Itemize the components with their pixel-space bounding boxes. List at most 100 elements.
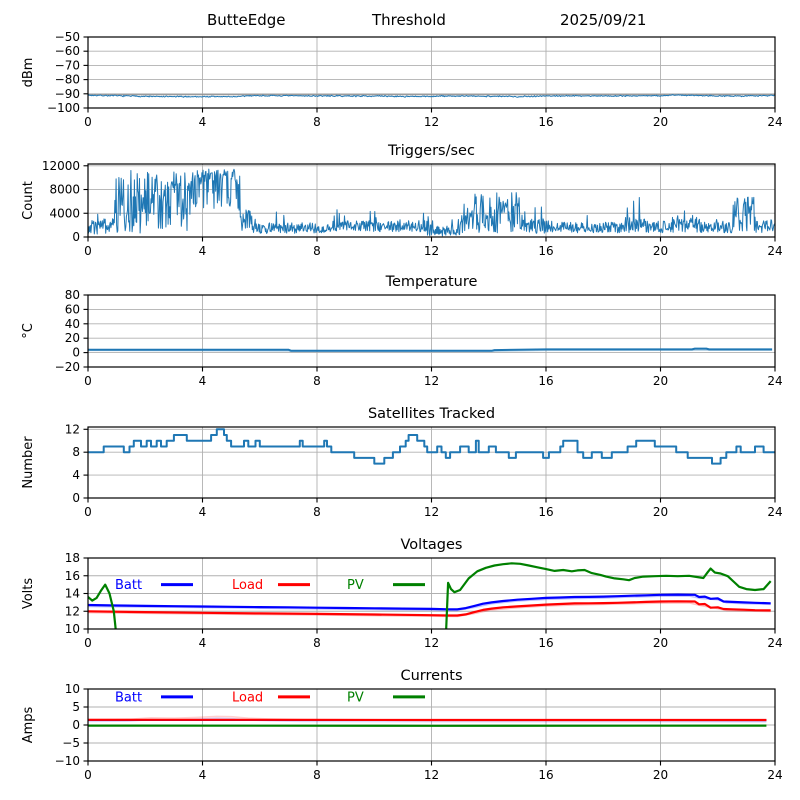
legend-label-pv: PV — [347, 690, 364, 705]
svg-text:12: 12 — [65, 422, 80, 436]
series-trigger-rate — [88, 168, 775, 237]
svg-text:16: 16 — [65, 569, 80, 583]
svg-text:0: 0 — [72, 491, 80, 505]
ylabel-voltages: Volts — [21, 578, 36, 610]
svg-text:20: 20 — [653, 768, 668, 782]
chart-title-temperature: Temperature — [385, 274, 478, 290]
chart-currents: 0 4 8 12 16 20 24 −10 −5 0 5 10 Amps Currents Batt Load… — [21, 668, 783, 782]
svg-text:−100: −100 — [47, 101, 80, 115]
svg-text:4: 4 — [199, 115, 207, 129]
threshold-label: Threshold — [372, 11, 446, 29]
station-name: ButteEdge — [207, 11, 286, 29]
svg-text:24: 24 — [767, 636, 782, 650]
svg-text:14: 14 — [65, 587, 80, 601]
svg-text:−5: −5 — [62, 736, 80, 750]
svg-text:12: 12 — [424, 115, 439, 129]
svg-text:−20: −20 — [55, 360, 80, 374]
series-pv-volts — [88, 562, 772, 629]
chart-rf-level: 0 4 8 12 16 20 24 −100−90−80−70−60−50 dBm — [21, 30, 783, 129]
series-group — [88, 94, 775, 98]
svg-text:16: 16 — [538, 115, 553, 129]
svg-text:16: 16 — [538, 636, 553, 650]
chart-title-triggers: Triggers/sec — [387, 143, 475, 159]
svg-text:20: 20 — [653, 115, 668, 129]
tick-labels: 0 4 8 12 16 20 24 −10 −5 0 5 10 — [55, 682, 783, 782]
svg-text:16: 16 — [538, 768, 553, 782]
tick-labels: 0 4 8 12 16 20 24 10 12 14 16 18 — [65, 551, 783, 650]
series-group — [88, 562, 772, 629]
series-batt-volts-prev — [88, 595, 771, 612]
legend-label-pv: PV — [347, 578, 364, 593]
svg-text:8: 8 — [313, 244, 321, 258]
svg-text:−50: −50 — [55, 30, 80, 44]
svg-text:−90: −90 — [55, 87, 80, 101]
ylabel-temperature: °C — [21, 323, 36, 339]
series-group — [88, 347, 773, 353]
gridlines — [88, 295, 775, 367]
series-sats-tracked — [88, 428, 775, 465]
svg-text:−10: −10 — [55, 754, 80, 768]
svg-text:40: 40 — [65, 317, 80, 331]
svg-text:24: 24 — [767, 115, 782, 129]
series-batt-volts — [88, 593, 771, 611]
svg-text:0: 0 — [84, 244, 92, 258]
chart-triggers: 0 4 8 12 16 20 24 0 4000 8000 12000 Count Triggers/s… — [21, 143, 783, 258]
svg-text:24: 24 — [767, 505, 782, 519]
legend-voltages: Batt Load PV — [115, 578, 425, 593]
gridlines — [88, 37, 775, 108]
svg-text:12: 12 — [424, 374, 439, 388]
svg-text:4: 4 — [199, 768, 207, 782]
gridlines — [88, 558, 775, 629]
gridlines — [88, 164, 775, 237]
series-temp-today — [88, 347, 773, 352]
svg-text:4: 4 — [199, 636, 207, 650]
svg-text:0: 0 — [72, 346, 80, 360]
svg-text:24: 24 — [767, 374, 782, 388]
svg-text:−60: −60 — [55, 44, 80, 58]
svg-text:8: 8 — [72, 445, 80, 459]
svg-text:16: 16 — [538, 505, 553, 519]
svg-text:4: 4 — [199, 505, 207, 519]
svg-text:0: 0 — [72, 230, 80, 244]
svg-text:10: 10 — [65, 682, 80, 696]
tick-labels: 0 4 8 12 16 20 24 0 4 8 12 — [65, 422, 783, 519]
svg-text:4: 4 — [199, 374, 207, 388]
svg-text:8000: 8000 — [49, 183, 80, 197]
ylabel-triggers: Count — [21, 181, 36, 220]
svg-text:8: 8 — [313, 768, 321, 782]
chart-title-currents: Currents — [400, 668, 462, 684]
ylabel-satellites: Number — [21, 436, 36, 489]
svg-text:20: 20 — [653, 374, 668, 388]
svg-text:12: 12 — [65, 604, 80, 618]
svg-text:60: 60 — [65, 302, 80, 316]
svg-text:12000: 12000 — [42, 159, 80, 173]
date-label: 2025/09/21 — [560, 11, 647, 29]
series-load-volts — [88, 600, 771, 617]
svg-text:12: 12 — [424, 244, 439, 258]
svg-text:0: 0 — [84, 768, 92, 782]
svg-text:0: 0 — [72, 718, 80, 732]
svg-text:16: 16 — [538, 374, 553, 388]
svg-text:4: 4 — [199, 244, 207, 258]
svg-text:80: 80 — [65, 288, 80, 302]
tick-labels: 0 4 8 12 16 20 24 0 4000 8000 12000 — [42, 159, 783, 258]
svg-text:0: 0 — [84, 374, 92, 388]
svg-text:24: 24 — [767, 244, 782, 258]
svg-text:0: 0 — [84, 505, 92, 519]
svg-text:12: 12 — [424, 505, 439, 519]
svg-text:8: 8 — [313, 636, 321, 650]
svg-text:18: 18 — [65, 551, 80, 565]
series-rf-noise — [88, 94, 775, 98]
series-group — [88, 428, 775, 465]
legend-label-batt: Batt — [115, 690, 142, 705]
series-group — [88, 168, 775, 237]
ylabel-rf-level: dBm — [21, 58, 36, 88]
svg-text:20: 20 — [653, 636, 668, 650]
legend-label-load: Load — [232, 690, 263, 705]
chart-title-satellites: Satellites Tracked — [368, 406, 495, 422]
svg-text:−80: −80 — [55, 73, 80, 87]
gridlines — [88, 427, 775, 498]
